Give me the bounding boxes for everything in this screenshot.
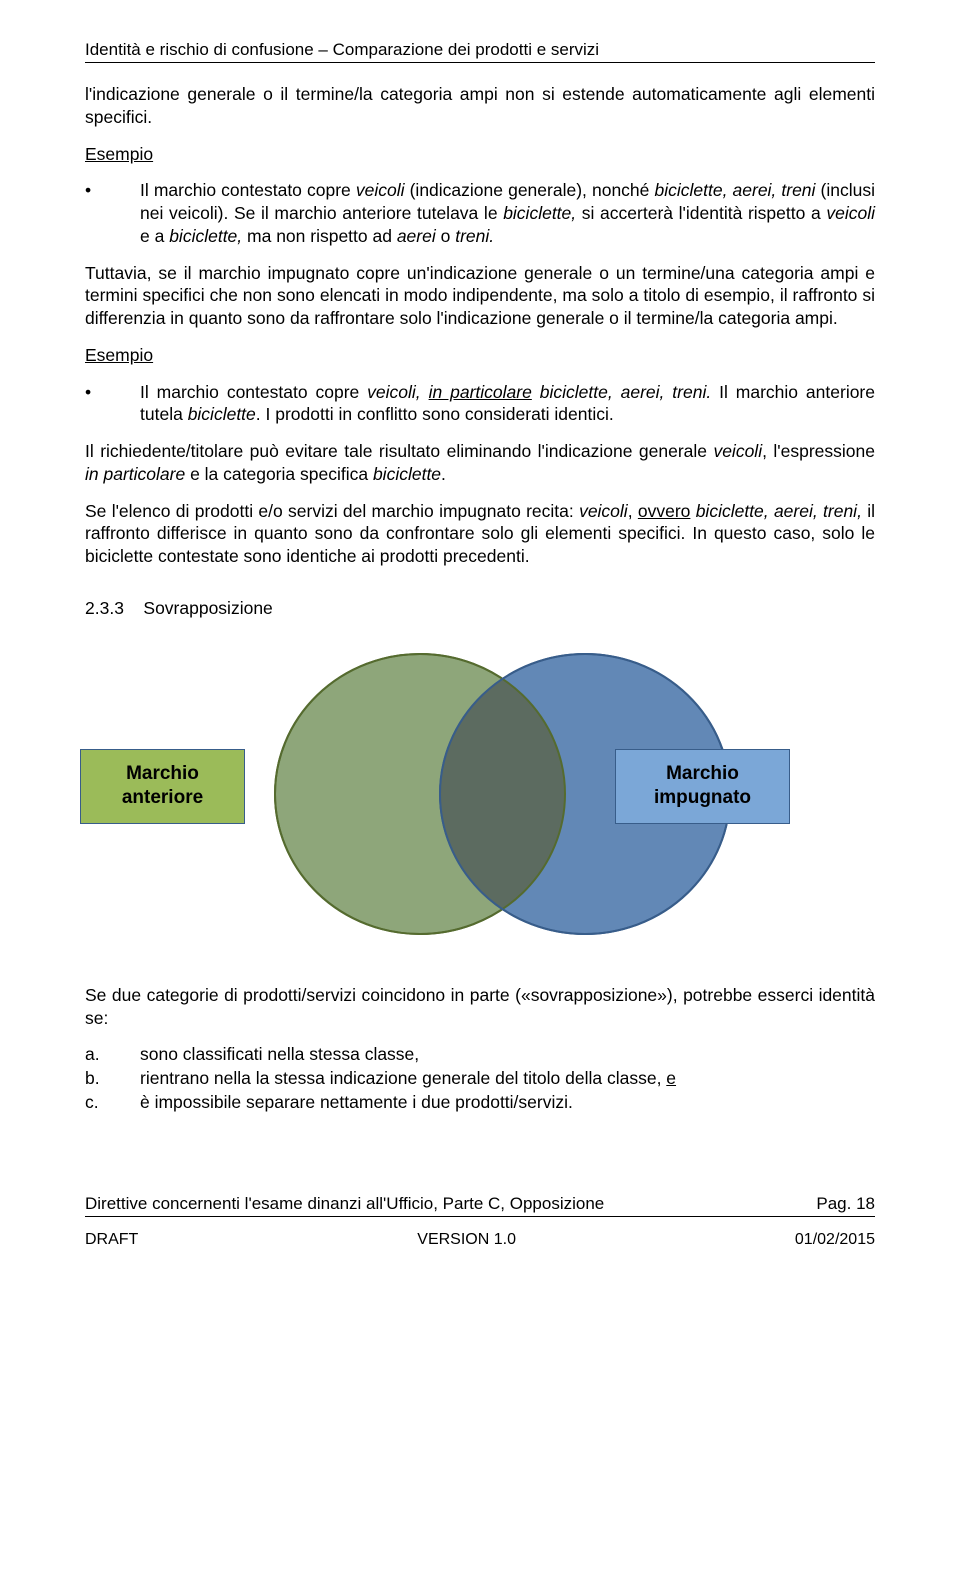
section-heading: 2.3.3 Sovrapposizione xyxy=(85,598,875,619)
list-item-a: a.sono classificati nella stessa classe, xyxy=(85,1043,875,1067)
label-box-impugnato: Marchioimpugnato xyxy=(615,749,790,824)
list-item-b: b.rientrano nella la stessa indicazione … xyxy=(85,1067,875,1091)
label-box-anteriore: Marchioanteriore xyxy=(80,749,245,824)
paragraph-5: Se due categorie di prodotti/servizi coi… xyxy=(85,984,875,1030)
footer-version: VERSION 1.0 xyxy=(417,1231,516,1249)
page-header: Identità e rischio di confusione – Compa… xyxy=(85,40,875,63)
footer-doc-title: Direttive concernenti l'esame dinanzi al… xyxy=(85,1194,604,1214)
paragraph-4: Se l'elenco di prodotti e/o servizi del … xyxy=(85,500,875,568)
footer-meta: DRAFT VERSION 1.0 01/02/2015 xyxy=(85,1231,875,1249)
list-item-c: c.è impossibile separare nettamente i du… xyxy=(85,1091,875,1115)
paragraph-3: Il richiedente/titolare può evitare tale… xyxy=(85,440,875,486)
lettered-list: a.sono classificati nella stessa classe,… xyxy=(85,1043,875,1114)
esempio-heading-1: Esempio xyxy=(85,143,875,166)
bullet-item-2: Il marchio contestato copre veicoli, in … xyxy=(85,381,875,427)
footer-date: 01/02/2015 xyxy=(795,1231,875,1249)
esempio-heading-2: Esempio xyxy=(85,344,875,367)
footer-title-line: Direttive concernenti l'esame dinanzi al… xyxy=(85,1194,875,1217)
document-page: Identità e rischio di confusione – Compa… xyxy=(0,0,960,1279)
bullet-list-2: Il marchio contestato copre veicoli, in … xyxy=(85,381,875,427)
paragraph-2: Tuttavia, se il marchio impugnato copre … xyxy=(85,262,875,330)
footer-page-number: Pag. 18 xyxy=(816,1194,875,1214)
venn-diagram: Marchioanteriore Marchioimpugnato xyxy=(85,644,875,954)
bullet-list-1: Il marchio contestato copre veicoli (ind… xyxy=(85,179,875,247)
footer-draft: DRAFT xyxy=(85,1231,138,1249)
bullet-item-1: Il marchio contestato copre veicoli (ind… xyxy=(85,179,875,247)
paragraph-intro: l'indicazione generale o il termine/la c… xyxy=(85,83,875,129)
